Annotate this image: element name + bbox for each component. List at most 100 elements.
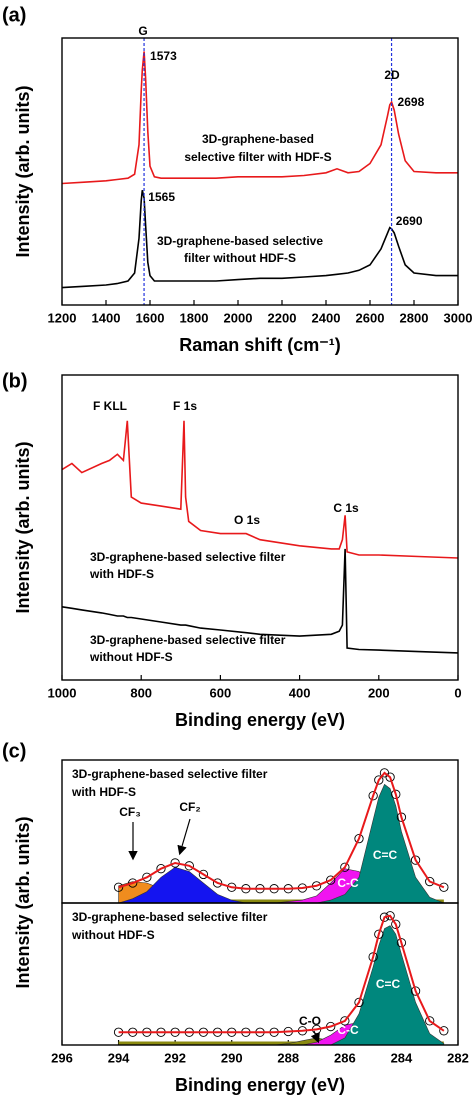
annotation: 3D-graphene-based selective [157, 234, 323, 248]
annotation: F 1s [173, 399, 197, 413]
x-tick-label: 282 [447, 1050, 469, 1065]
panel-label: (b) [2, 370, 28, 392]
spectrum-line [61, 51, 458, 185]
data-point [326, 875, 336, 885]
data-point [128, 878, 138, 888]
plot-frame [61, 902, 459, 1046]
annotation: without HDF-S [89, 650, 173, 664]
data-point [391, 789, 401, 799]
x-tick-label: 600 [210, 685, 232, 700]
panel-label: (a) [2, 4, 26, 26]
panel-label: (c) [2, 740, 26, 762]
x-tick-label: 294 [108, 1050, 130, 1065]
peak-label: 1573 [150, 49, 177, 63]
component-label: C=C [373, 848, 398, 862]
peak-label: 1565 [148, 190, 175, 204]
data-point [113, 882, 124, 892]
data-point [354, 834, 364, 844]
x-tick-label: 1800 [180, 310, 209, 325]
annotation: 3D-graphene-based [202, 132, 314, 146]
x-tick-label: 3000 [444, 310, 473, 325]
x-tick-label: 1000 [48, 685, 77, 700]
y-axis-title: Intensity (arb. units) [13, 441, 33, 613]
x-tick-label: 1600 [136, 310, 165, 325]
label-arrow [310, 1030, 320, 1044]
x-tick-label: 2400 [312, 310, 341, 325]
peak-label: 2690 [396, 214, 423, 228]
y-axis-title: Intensity (arb. units) [13, 85, 33, 257]
x-tick-label: 290 [221, 1050, 243, 1065]
x-tick-label: 200 [368, 685, 390, 700]
annotation: filter without HDF-S [184, 251, 296, 265]
x-tick-label: 2800 [400, 310, 429, 325]
component-label: CF₃ [119, 805, 141, 819]
x-tick-label: 2600 [356, 310, 385, 325]
data-point [340, 1016, 350, 1026]
spectrum-line [61, 420, 459, 559]
x-axis-title: Binding energy (eV) [175, 710, 345, 730]
x-tick-label: 400 [289, 685, 311, 700]
data-point [396, 812, 407, 822]
fit-line [118, 771, 445, 890]
data-point [198, 869, 209, 880]
annotation: 3D-graphene-based selective filter [90, 550, 286, 564]
annotation: O 1s [234, 513, 260, 527]
x-tick-label: 0 [454, 685, 461, 700]
data-point [439, 882, 449, 892]
fit-line [118, 914, 445, 1034]
label-arrow [177, 818, 191, 856]
annotation: selective filter with HDF-S [184, 150, 331, 164]
annotation: C 1s [333, 501, 359, 515]
x-tick-label: 1200 [48, 310, 77, 325]
data-point [439, 1026, 449, 1036]
component-label: C=C [376, 977, 401, 991]
annotation: 3D-graphene-based selective filter [90, 633, 286, 647]
plot-frame [61, 374, 459, 681]
annotation: with HDF-S [89, 567, 154, 581]
x-axis-title: Raman shift (cm⁻¹) [179, 335, 341, 355]
x-tick-label: 1400 [92, 310, 121, 325]
annotation: F KLL [93, 399, 127, 413]
annotation: without HDF-S [71, 928, 155, 942]
plot-frame [61, 37, 459, 306]
data-point [340, 862, 350, 872]
x-tick-label: 800 [130, 685, 152, 700]
data-point [354, 997, 364, 1008]
x-axis-title: Binding energy (eV) [175, 1075, 345, 1095]
x-tick-label: 288 [277, 1050, 299, 1065]
component-label: C-C [337, 876, 359, 890]
component-label: C-C [337, 1023, 359, 1037]
annotation: 3D-graphene-based selective filter [72, 910, 268, 924]
x-tick-label: 284 [391, 1050, 413, 1065]
data-point [368, 791, 378, 801]
data-point [410, 855, 421, 865]
data-point [410, 986, 421, 996]
x-tick-label: 292 [164, 1050, 186, 1065]
peak-label: 2698 [398, 95, 425, 109]
x-tick-label: 2000 [224, 310, 253, 325]
data-point [156, 864, 166, 874]
x-tick-label: 296 [51, 1050, 73, 1065]
data-point [142, 872, 152, 882]
data-point [385, 911, 395, 921]
component-label: C-O [299, 1014, 321, 1028]
annotation: G [138, 24, 147, 38]
annotation: with HDF-S [71, 785, 136, 799]
data-point [212, 878, 223, 888]
annotation: 3D-graphene-based selective filter [72, 767, 268, 781]
data-point [425, 1016, 435, 1026]
y-axis-title: Intensity (arb. units) [13, 816, 33, 988]
data-point [385, 772, 395, 782]
annotation: 2D [384, 68, 400, 82]
data-point [396, 938, 407, 948]
data-point [379, 912, 390, 922]
data-point [374, 929, 384, 939]
x-tick-label: 2200 [268, 310, 297, 325]
x-tick-label: 286 [334, 1050, 356, 1065]
data-point [391, 919, 401, 929]
data-point [374, 775, 384, 785]
data-point [425, 876, 435, 887]
component-label: CF₂ [179, 800, 200, 814]
spectrum-line [61, 548, 459, 654]
